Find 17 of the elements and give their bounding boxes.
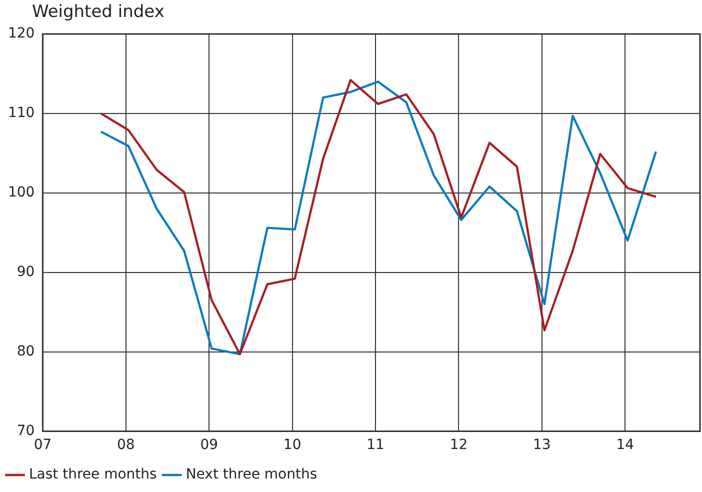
y-tick-label: 80 bbox=[16, 343, 35, 360]
x-tick-label: 10 bbox=[283, 437, 302, 454]
legend-label: Last three months bbox=[29, 466, 157, 483]
y-tick-label: 100 bbox=[8, 184, 35, 201]
x-tick-label: 14 bbox=[616, 437, 634, 454]
x-tick-label: 09 bbox=[200, 437, 218, 454]
y-tick-label: 120 bbox=[8, 26, 35, 42]
x-tick-label: 13 bbox=[533, 437, 551, 454]
x-tick-label: 07 bbox=[34, 437, 52, 454]
y-tick-label: 110 bbox=[8, 105, 35, 122]
legend-label: Next three months bbox=[186, 466, 318, 483]
chart-subtitle: Weighted index bbox=[32, 2, 164, 22]
x-tick-label: 08 bbox=[117, 437, 135, 454]
x-tick-label: 11 bbox=[366, 437, 384, 454]
y-tick-label: 90 bbox=[16, 264, 35, 280]
x-tick-label: 12 bbox=[450, 437, 468, 454]
y-tick-label: 70 bbox=[16, 422, 35, 439]
